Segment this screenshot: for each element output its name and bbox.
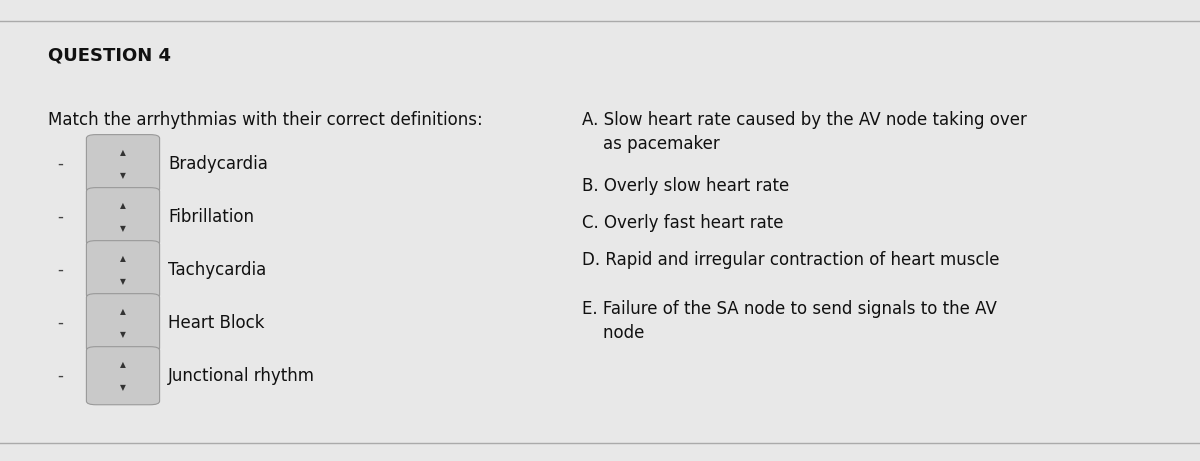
Text: ▼: ▼	[120, 171, 126, 180]
Text: ▼: ▼	[120, 224, 126, 233]
Text: ▲: ▲	[120, 201, 126, 210]
Text: -: -	[58, 207, 62, 226]
Text: ▼: ▼	[120, 277, 126, 286]
Text: QUESTION 4: QUESTION 4	[48, 46, 172, 64]
Text: Match the arrhythmias with their correct definitions:: Match the arrhythmias with their correct…	[48, 111, 482, 129]
Text: Bradycardia: Bradycardia	[168, 154, 268, 173]
FancyBboxPatch shape	[86, 294, 160, 352]
Text: ▲: ▲	[120, 254, 126, 263]
Text: ▲: ▲	[120, 307, 126, 316]
Text: D. Rapid and irregular contraction of heart muscle: D. Rapid and irregular contraction of he…	[582, 251, 1000, 269]
Text: ▲: ▲	[120, 360, 126, 369]
Text: -: -	[58, 154, 62, 173]
Text: -: -	[58, 260, 62, 279]
FancyBboxPatch shape	[86, 135, 160, 193]
Text: Junctional rhythm: Junctional rhythm	[168, 366, 314, 385]
Text: A. Slow heart rate caused by the AV node taking over
    as pacemaker: A. Slow heart rate caused by the AV node…	[582, 111, 1027, 153]
Text: ▼: ▼	[120, 383, 126, 392]
Text: ▼: ▼	[120, 330, 126, 339]
Text: E. Failure of the SA node to send signals to the AV
    node: E. Failure of the SA node to send signal…	[582, 300, 997, 342]
Text: Fibrillation: Fibrillation	[168, 207, 254, 226]
FancyBboxPatch shape	[86, 347, 160, 405]
Text: Tachycardia: Tachycardia	[168, 260, 266, 279]
Text: Heart Block: Heart Block	[168, 313, 264, 332]
Text: ▲: ▲	[120, 148, 126, 157]
Text: B. Overly slow heart rate: B. Overly slow heart rate	[582, 177, 790, 195]
FancyBboxPatch shape	[86, 188, 160, 246]
FancyBboxPatch shape	[86, 241, 160, 299]
Text: -: -	[58, 313, 62, 332]
Text: -: -	[58, 366, 62, 385]
Text: C. Overly fast heart rate: C. Overly fast heart rate	[582, 214, 784, 232]
